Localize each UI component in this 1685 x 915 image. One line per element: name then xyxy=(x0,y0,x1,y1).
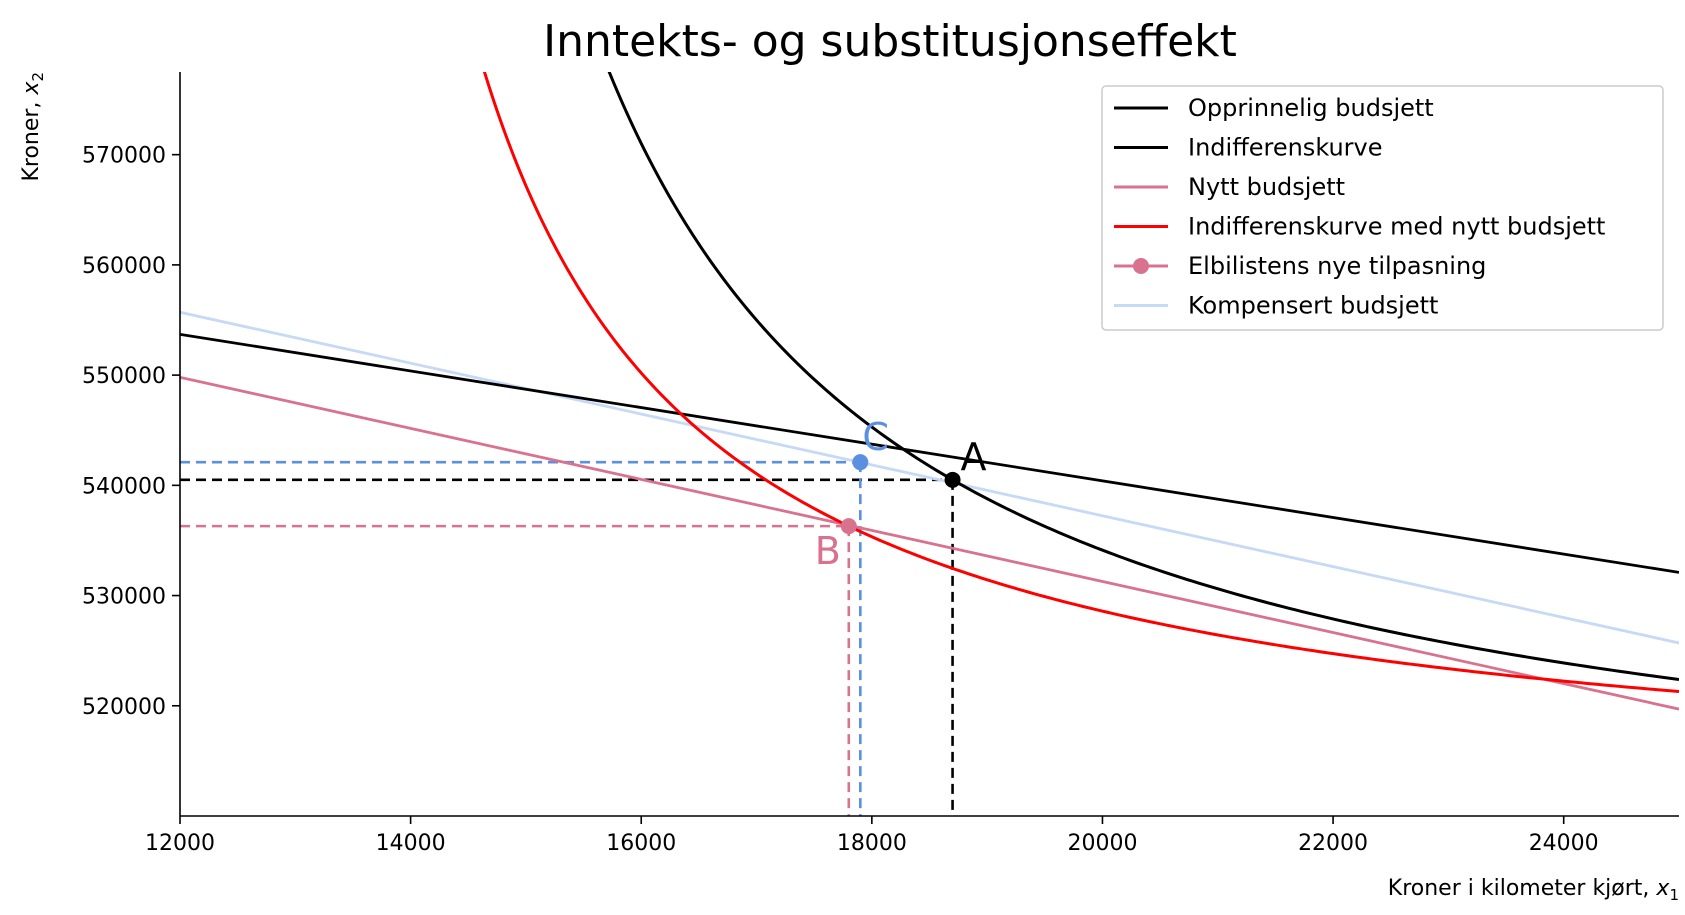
legend-item-nytt-budsjett: Nytt budsjett xyxy=(1114,173,1345,201)
legend-item-indifferenskurve-med-nytt-budsjett: Indifferenskurve med nytt budsjett xyxy=(1114,213,1605,241)
point-marker-c xyxy=(852,454,869,471)
legend-item-indifferenskurve: Indifferenskurve xyxy=(1114,134,1383,162)
x-axis-label-sub: 1 xyxy=(1669,886,1679,904)
legend-label: Nytt budsjett xyxy=(1188,173,1345,201)
guide-lines xyxy=(180,460,954,816)
series-indifferenskurve-med-nytt-budsjett xyxy=(482,72,1679,694)
legend: Opprinnelig budsjett Indifferenskurve Nytt… xyxy=(1101,85,1664,331)
point-label-a: A xyxy=(961,435,987,479)
point-marker-b xyxy=(840,518,857,535)
y-tick-label: 530000 xyxy=(82,585,166,610)
y-axis-label: Kroner, x2 xyxy=(19,72,47,182)
x-tick-label: 18000 xyxy=(837,831,907,856)
legend-label: Kompensert budsjett xyxy=(1188,292,1438,320)
y-axis-label-sub: 2 xyxy=(29,72,47,82)
x-tick-label: 12000 xyxy=(145,831,215,856)
series-indifferenskurve xyxy=(607,72,1679,681)
chart-title: Inntekts- og substitusjonseffekt xyxy=(543,16,1237,67)
legend-item-elbilistens-nye-tilpasning: Elbilistens nye tilpasning xyxy=(1114,252,1486,280)
y-tick-label: 560000 xyxy=(82,254,166,279)
series-group xyxy=(180,72,1679,711)
legend-label: Elbilistens nye tilpasning xyxy=(1188,252,1486,280)
x-tick-label: 20000 xyxy=(1067,831,1137,856)
y-tick-label: 520000 xyxy=(82,695,166,720)
point-marker-a xyxy=(944,471,961,488)
x-tick-label: 24000 xyxy=(1529,831,1599,856)
legend-label: Indifferenskurve xyxy=(1188,134,1383,162)
x-tick-label: 16000 xyxy=(606,831,676,856)
y-tick-label: 540000 xyxy=(82,474,166,499)
series-kompensert-budsjett xyxy=(180,310,1679,645)
y-tick-label: 550000 xyxy=(82,364,166,389)
x-axis-label-text: Kroner i kilometer kjørt, xyxy=(1388,876,1657,901)
legend-item-kompensert-budsjett: Kompensert budsjett xyxy=(1114,292,1438,320)
x-axis-label-var: x xyxy=(1655,876,1670,901)
x-axis-label: Kroner i kilometer kjørt, x1 xyxy=(1388,876,1679,904)
legend-label: Opprinnelig budsjett xyxy=(1188,94,1434,122)
legend-frame xyxy=(1101,85,1664,331)
y-ticks: 520000 530000 540000 550000 560000 570000 xyxy=(82,144,180,720)
point-label-c: C xyxy=(862,415,889,459)
x-ticks: 12000 14000 16000 18000 20000 22000 24000 xyxy=(145,816,1599,856)
legend-marker xyxy=(1133,258,1149,274)
series-nytt-budsjett xyxy=(180,375,1679,711)
y-axis-label-text: Kroner, xyxy=(19,95,44,182)
x-tick-label: 22000 xyxy=(1298,831,1368,856)
point-label-b: B xyxy=(815,529,841,573)
y-axis-label-var: x xyxy=(19,81,44,96)
point-labels: A B C xyxy=(815,415,987,573)
plot-area xyxy=(180,72,1679,816)
point-markers xyxy=(840,454,961,535)
legend-label: Indifferenskurve med nytt budsjett xyxy=(1188,213,1605,241)
x-tick-label: 14000 xyxy=(376,831,446,856)
legend-item-opprinnelig-budsjett: Opprinnelig budsjett xyxy=(1114,94,1434,122)
y-tick-label: 570000 xyxy=(82,144,166,169)
series-opprinnelig-budsjett xyxy=(180,332,1679,574)
